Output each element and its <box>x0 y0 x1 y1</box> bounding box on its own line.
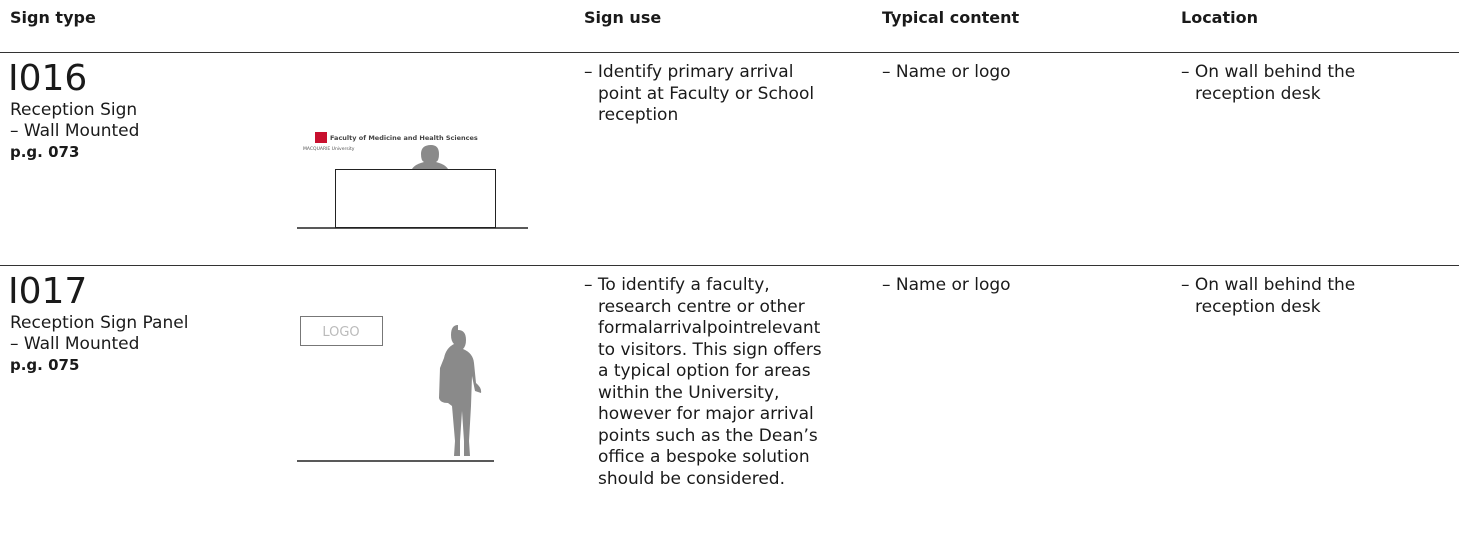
sign-name: Reception Sign <box>10 100 138 120</box>
text-line: reception desk <box>1195 296 1321 317</box>
text-line: – Identify primary arrival <box>584 62 794 82</box>
column-header: Sign use <box>584 8 662 27</box>
location: – On wall behind the reception desk <box>1181 275 1355 318</box>
row-rule <box>0 265 1459 266</box>
text-line: should be considered. <box>598 468 785 489</box>
logo-icon <box>315 132 327 143</box>
text-line: research centre or other <box>598 296 805 317</box>
column-header: Typical content <box>882 8 1020 27</box>
text-line: – Name or logo <box>882 275 1011 295</box>
text-line: office a bespoke solution <box>598 447 810 467</box>
text-line: – Name or logo <box>882 62 1011 82</box>
figure <box>439 325 482 456</box>
location: – On wall behind the reception desk <box>1181 62 1355 105</box>
text-line: to visitors. This sign offers <box>598 339 822 360</box>
sign-code: I017 <box>8 271 88 312</box>
text-line: points such as the Dean’s <box>598 425 818 446</box>
sign-name: Reception Sign Panel <box>10 313 189 333</box>
logo-text: LOGO <box>322 325 359 340</box>
sign-mount: – Wall Mounted <box>10 121 140 141</box>
column-header: Location <box>1181 8 1258 27</box>
text-line: – To identify a faculty, <box>584 275 770 295</box>
logo-panel <box>300 316 383 346</box>
text-line: point at Faculty or School <box>598 83 815 104</box>
text-line: formalarrivalpointrelevant <box>598 318 821 338</box>
page-ref: p.g. 075 <box>10 356 80 374</box>
sign-mount: – Wall Mounted <box>10 334 140 354</box>
sign-use: – Identify primary arrival point at Facul… <box>584 62 814 127</box>
sign-code: I016 <box>8 58 88 99</box>
text-line: reception <box>598 105 679 125</box>
page-ref: p.g. 073 <box>10 143 80 161</box>
row-rule <box>0 52 1459 53</box>
logo-text: Faculty of Medicine and Health Sciences <box>330 134 478 142</box>
text-line: – On wall behind the <box>1181 62 1356 82</box>
column-header: Sign type <box>10 8 96 27</box>
illustration: Faculty of Medicine and Health Sciences … <box>297 132 528 229</box>
illustration: LOGO <box>297 316 494 462</box>
desk <box>335 169 496 228</box>
typical-content: – Name or logo <box>882 62 1011 84</box>
text-line: within the University, <box>598 382 780 403</box>
text-line: – On wall behind the <box>1181 275 1356 295</box>
university-text: MACQUARIE University <box>303 146 355 152</box>
sign-use: – To identify a faculty, research centre … <box>584 275 822 490</box>
text-line: reception desk <box>1195 83 1321 104</box>
text-line: a typical option for areas <box>598 361 811 381</box>
typical-content: – Name or logo <box>882 275 1011 297</box>
text-line: however for major arrival <box>598 404 814 424</box>
